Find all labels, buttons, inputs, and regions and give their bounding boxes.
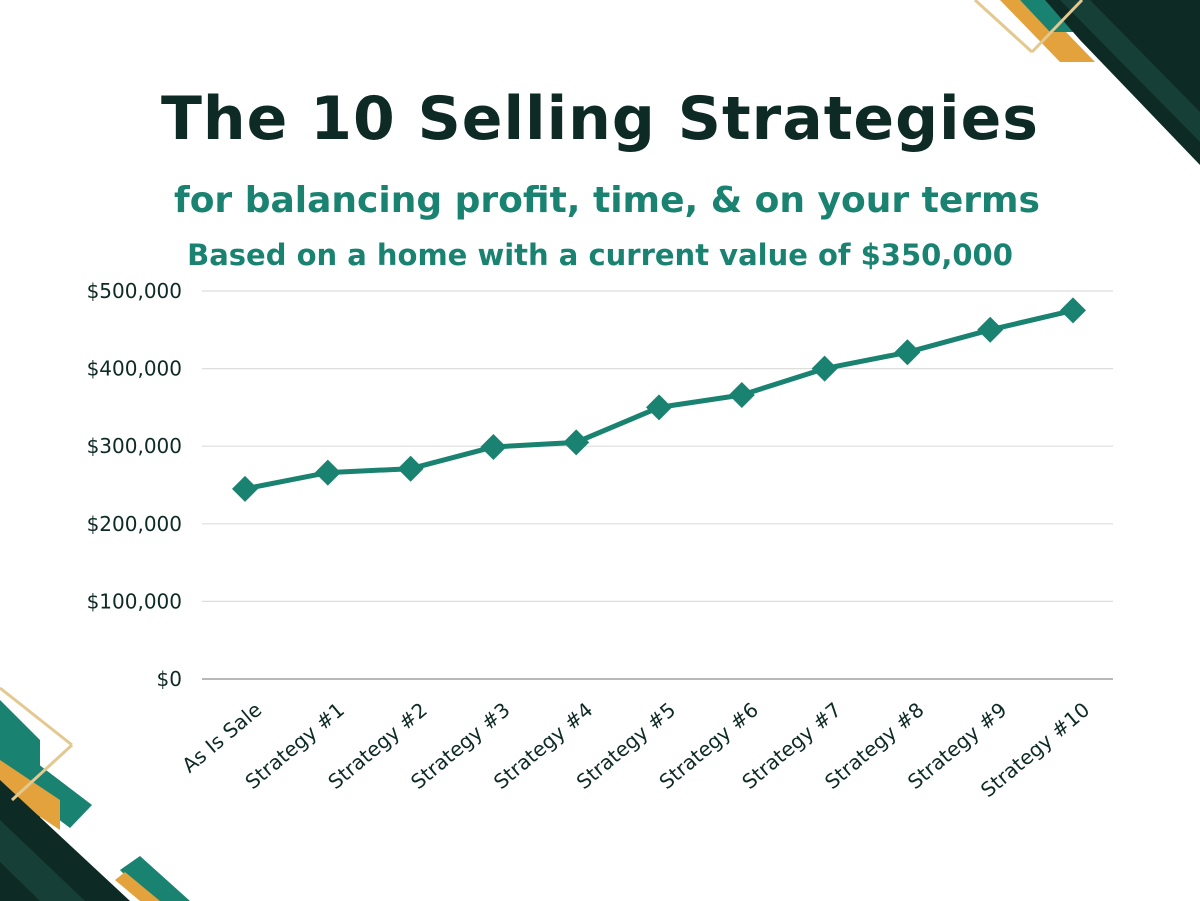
home-value-note: Based on a home with a current value of … (187, 238, 1013, 272)
grid-lines (202, 290, 1113, 680)
y-tick-label: $400,000 (87, 357, 182, 381)
page-title: The 10 Selling Strategies (160, 84, 1040, 154)
data-point-marker (728, 381, 755, 408)
data-point-marker (894, 339, 921, 366)
top-right-stripes (973, 0, 1200, 165)
data-point-marker (811, 355, 838, 382)
data-point-marker (563, 429, 590, 456)
data-point-marker (977, 316, 1004, 343)
data-point-marker (232, 475, 258, 502)
data-point-marker (314, 459, 341, 486)
y-axis: $0 $100,000 $200,000 $300,000 $400,000 $500,0… (87, 279, 182, 691)
data-point-marker (397, 455, 424, 482)
y-tick-label: $300,000 (87, 434, 182, 458)
data-point-marker (1060, 297, 1086, 324)
y-tick-label: $500,000 (87, 279, 182, 303)
data-point-marker (480, 433, 507, 460)
page-subtitle: for balancing profit, time, & on your te… (174, 180, 1040, 221)
series (232, 297, 1086, 502)
y-tick-label: $200,000 (87, 512, 182, 536)
y-tick-label: $0 (157, 667, 182, 691)
bottom-left-stripes (0, 686, 190, 901)
y-tick-label: $100,000 (87, 589, 182, 613)
data-point-marker (646, 394, 672, 421)
